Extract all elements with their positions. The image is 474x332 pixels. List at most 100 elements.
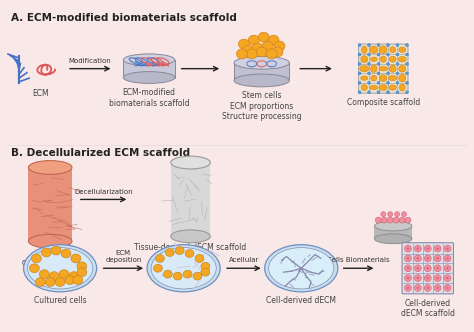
Ellipse shape <box>367 81 371 84</box>
Ellipse shape <box>201 268 210 276</box>
Ellipse shape <box>389 75 397 81</box>
Ellipse shape <box>269 248 334 289</box>
Ellipse shape <box>147 245 220 292</box>
Ellipse shape <box>414 275 421 282</box>
Ellipse shape <box>46 278 55 287</box>
Ellipse shape <box>396 43 399 46</box>
Ellipse shape <box>405 53 409 56</box>
Ellipse shape <box>414 245 421 252</box>
Text: ECM-modified
biomaterials scaffold: ECM-modified biomaterials scaffold <box>109 88 189 108</box>
Ellipse shape <box>434 265 441 272</box>
Ellipse shape <box>171 156 210 169</box>
Ellipse shape <box>446 287 449 289</box>
Ellipse shape <box>446 277 449 279</box>
Ellipse shape <box>246 49 257 59</box>
Ellipse shape <box>405 43 409 46</box>
Text: Stem cells
ECM proportions
Structure processing: Stem cells ECM proportions Structure pro… <box>222 91 301 121</box>
Ellipse shape <box>387 217 393 223</box>
Ellipse shape <box>31 254 41 263</box>
Ellipse shape <box>69 272 79 281</box>
Ellipse shape <box>404 255 411 262</box>
Ellipse shape <box>417 287 419 289</box>
Ellipse shape <box>193 272 202 280</box>
Ellipse shape <box>264 245 338 292</box>
Text: Cultured cells: Cultured cells <box>34 296 86 305</box>
Ellipse shape <box>405 62 409 65</box>
Ellipse shape <box>234 56 290 69</box>
FancyBboxPatch shape <box>358 44 408 93</box>
Ellipse shape <box>242 45 253 55</box>
Polygon shape <box>123 60 175 77</box>
Ellipse shape <box>380 56 386 62</box>
Ellipse shape <box>266 49 277 59</box>
Ellipse shape <box>444 285 451 291</box>
Ellipse shape <box>369 85 378 90</box>
Polygon shape <box>234 63 290 80</box>
Ellipse shape <box>77 268 87 277</box>
Text: Cell-derived
dECM scaffold: Cell-derived dECM scaffold <box>401 299 455 318</box>
Ellipse shape <box>248 35 259 45</box>
Ellipse shape <box>427 277 429 279</box>
Ellipse shape <box>399 74 406 82</box>
Ellipse shape <box>417 277 419 279</box>
Polygon shape <box>374 226 412 239</box>
Ellipse shape <box>371 75 377 81</box>
Ellipse shape <box>396 91 399 94</box>
Ellipse shape <box>379 85 387 91</box>
Ellipse shape <box>77 262 87 271</box>
Text: Bone
or other tissue: Bone or other tissue <box>22 248 78 267</box>
Ellipse shape <box>407 287 409 289</box>
Ellipse shape <box>407 267 409 270</box>
Ellipse shape <box>24 245 97 292</box>
Ellipse shape <box>396 53 399 56</box>
Ellipse shape <box>396 81 399 84</box>
Ellipse shape <box>367 43 371 46</box>
Ellipse shape <box>386 91 390 94</box>
Ellipse shape <box>427 247 429 250</box>
Ellipse shape <box>414 265 421 272</box>
Ellipse shape <box>65 276 75 285</box>
Ellipse shape <box>367 72 371 75</box>
Ellipse shape <box>59 270 69 279</box>
Ellipse shape <box>367 62 371 65</box>
Ellipse shape <box>395 212 400 217</box>
Ellipse shape <box>381 217 387 223</box>
Ellipse shape <box>427 287 429 289</box>
Ellipse shape <box>444 255 451 262</box>
Text: ECM
deposition: ECM deposition <box>105 250 142 263</box>
Ellipse shape <box>404 285 411 291</box>
Ellipse shape <box>434 285 441 291</box>
Ellipse shape <box>424 275 431 282</box>
Ellipse shape <box>386 62 390 65</box>
Ellipse shape <box>123 72 175 83</box>
Ellipse shape <box>374 221 412 231</box>
Ellipse shape <box>427 257 429 260</box>
Text: Cells Biomaterials: Cells Biomaterials <box>327 257 390 263</box>
Ellipse shape <box>358 91 361 94</box>
Ellipse shape <box>405 91 409 94</box>
Ellipse shape <box>55 278 65 287</box>
Ellipse shape <box>399 47 406 52</box>
FancyBboxPatch shape <box>402 243 454 294</box>
Ellipse shape <box>49 272 59 281</box>
Ellipse shape <box>155 255 164 262</box>
Ellipse shape <box>379 66 388 71</box>
Ellipse shape <box>390 47 396 53</box>
Ellipse shape <box>358 53 361 56</box>
Text: Modification: Modification <box>69 58 111 64</box>
Ellipse shape <box>386 43 390 46</box>
Ellipse shape <box>399 217 405 223</box>
Ellipse shape <box>361 85 367 91</box>
Ellipse shape <box>51 246 61 255</box>
Ellipse shape <box>360 65 369 72</box>
Ellipse shape <box>123 54 175 66</box>
Ellipse shape <box>377 53 380 56</box>
Ellipse shape <box>28 161 72 174</box>
Ellipse shape <box>386 81 390 84</box>
Ellipse shape <box>367 53 371 56</box>
Ellipse shape <box>417 257 419 260</box>
Ellipse shape <box>396 72 399 75</box>
Ellipse shape <box>424 245 431 252</box>
Ellipse shape <box>256 47 267 57</box>
Ellipse shape <box>375 217 381 223</box>
